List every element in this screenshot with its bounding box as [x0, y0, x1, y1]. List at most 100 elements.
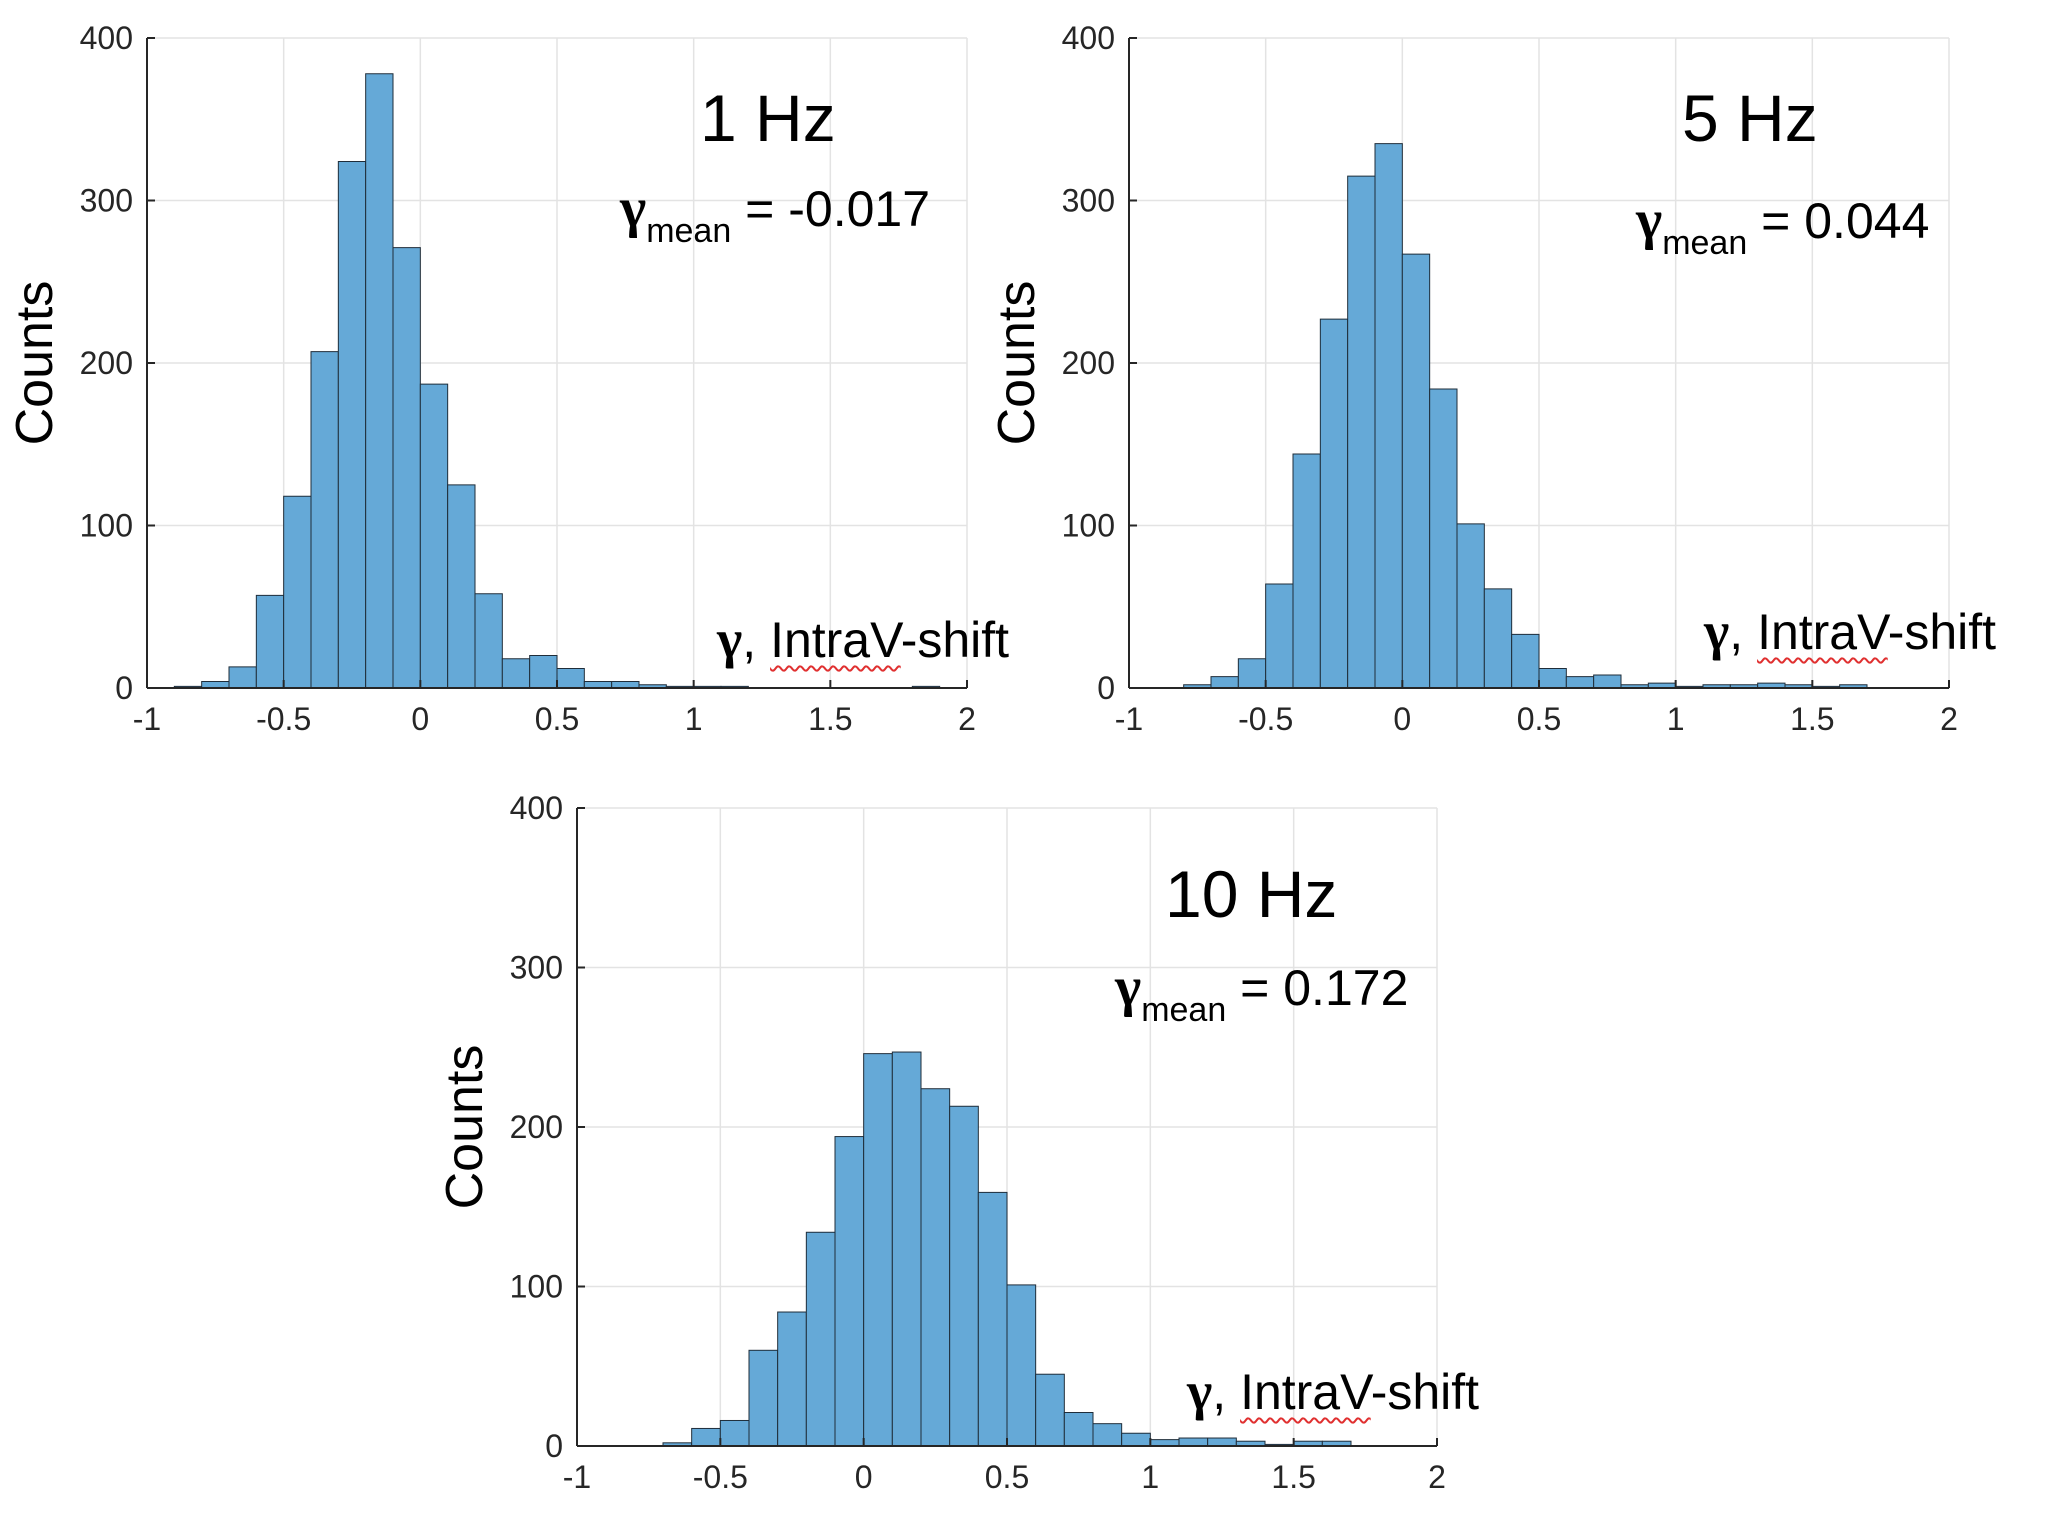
- mean-annotation: γmean = -0.017: [620, 176, 931, 250]
- histogram-bar: [1035, 1373, 1065, 1447]
- mean-annotation: γmean = 0.044: [1636, 188, 1930, 262]
- xname-prefix: ,: [1729, 604, 1758, 660]
- xname-suffix: -shift: [1370, 1364, 1480, 1420]
- histogram-bar: [419, 383, 449, 689]
- y-tick-label: 100: [1062, 508, 1115, 544]
- histogram-bar: [1538, 668, 1567, 689]
- histogram-bar: [529, 655, 558, 689]
- y-tick-label: 200: [1062, 345, 1115, 381]
- x-tick-label: -1: [563, 1459, 591, 1495]
- x-tick-label: 0.5: [1517, 701, 1561, 737]
- xname-suffix: -shift: [1887, 604, 1997, 660]
- xname-underlined: IntraV: [1757, 604, 1888, 660]
- histogram-bar: [556, 668, 585, 689]
- histogram-bar: [1237, 658, 1267, 689]
- xname-prefix: ,: [1212, 1364, 1241, 1420]
- histogram-bar: [1319, 318, 1349, 689]
- gamma-symbol: γ: [1115, 956, 1142, 1018]
- mean-annotation: γmean = 0.172: [1115, 955, 1409, 1029]
- histogram-bar: [1006, 1284, 1037, 1447]
- histogram-bar: [1210, 676, 1239, 689]
- histogram-bar: [920, 1088, 951, 1447]
- y-tick-label: 0: [545, 1428, 563, 1464]
- histogram-bar: [834, 1136, 865, 1447]
- histogram-bar: [1401, 253, 1431, 689]
- x-tick-label: 0: [855, 1459, 873, 1495]
- mean-value: = 0.044: [1747, 193, 1930, 249]
- histogram-bar: [719, 1419, 750, 1447]
- x-tick-label: -0.5: [693, 1459, 748, 1495]
- xname-underlined: IntraV: [1240, 1364, 1371, 1420]
- histogram-bar: [447, 484, 476, 689]
- x-tick-label: 0: [411, 701, 429, 737]
- y-tick-label: 400: [80, 20, 133, 56]
- histogram-bar: [1092, 1423, 1123, 1447]
- histogram-bar: [1511, 633, 1540, 689]
- x-tick-label: 1: [685, 701, 703, 737]
- histogram-bar: [1429, 388, 1458, 689]
- histogram-bar: [891, 1051, 922, 1447]
- x-axis-name: γ, IntraV-shift: [1187, 1360, 1479, 1422]
- y-tick-label: 0: [1097, 670, 1115, 706]
- y-tick-label: 200: [80, 345, 133, 381]
- histogram-bar: [337, 161, 367, 689]
- histogram-10hz: -1 -0.5 0 0.5 1 1.5 2 0 100 200 300 400 Counts: [436, 790, 1446, 1495]
- histogram-bar: [691, 1427, 721, 1447]
- y-axis-label: Counts: [6, 281, 64, 446]
- gamma-symbol: γ: [1704, 601, 1730, 661]
- histogram-bar: [1593, 674, 1622, 689]
- xname-prefix: ,: [742, 612, 771, 668]
- x-tick-label: 1.5: [808, 701, 852, 737]
- y-tick-label: 0: [115, 670, 133, 706]
- histogram-bar: [283, 495, 312, 689]
- histogram-bar: [255, 594, 285, 689]
- histogram-bar: [474, 593, 503, 689]
- mean-value: = -0.017: [731, 181, 931, 237]
- y-tick-label: 300: [1062, 183, 1115, 219]
- histogram-bar: [392, 247, 421, 689]
- y-tick-label: 400: [1062, 20, 1115, 56]
- mean-subscript: mean: [1141, 991, 1227, 1029]
- histogram-bar: [365, 73, 394, 689]
- chart-title: 1 Hz: [700, 81, 836, 155]
- y-axis-label: Counts: [988, 281, 1046, 446]
- histogram-bar: [1292, 453, 1321, 689]
- histogram-bar: [1207, 1437, 1237, 1447]
- mean-value: = 0.172: [1226, 960, 1409, 1016]
- y-tick-label: 400: [510, 790, 563, 826]
- xname-underlined: IntraV: [770, 612, 901, 668]
- gamma-symbol: γ: [1636, 189, 1663, 251]
- histogram-5hz: -1 -0.5 0 0.5 1 1.5 2 0 100 200 300 400 Counts: [988, 20, 1958, 737]
- histogram-bar: [863, 1053, 893, 1447]
- histogram-bar: [1063, 1412, 1094, 1447]
- chart-title: 10 Hz: [1165, 857, 1338, 931]
- histogram-bar: [949, 1105, 979, 1447]
- y-tick-label: 100: [80, 508, 133, 544]
- x-axis-name: γ, IntraV-shift: [717, 608, 1009, 670]
- x-tick-label: -0.5: [1238, 701, 1293, 737]
- x-tick-label: -1: [1115, 701, 1143, 737]
- histogram-bar: [1565, 676, 1595, 689]
- xname-suffix: -shift: [900, 612, 1010, 668]
- y-tick-label: 300: [80, 183, 133, 219]
- x-tick-label: 0.5: [535, 701, 579, 737]
- y-tick-label: 100: [510, 1269, 563, 1305]
- x-tick-label: -0.5: [256, 701, 311, 737]
- x-tick-label: 2: [1428, 1459, 1446, 1495]
- chart-panel-1hz: -1 -0.5 0 0.5 1 1.5 2 0 100 200 300 400 Counts 1 Hz …: [0, 0, 1040, 760]
- chart-title: 5 Hz: [1682, 81, 1818, 155]
- histogram-bar: [977, 1191, 1008, 1447]
- histogram-bar: [1456, 523, 1485, 689]
- chart-panel-5hz: -1 -0.5 0 0.5 1 1.5 2 0 100 200 300 400 Counts 5 Hz …: [984, 0, 2068, 760]
- histogram-bar: [228, 666, 257, 689]
- histogram-bar: [777, 1311, 807, 1447]
- histogram-bar: [1374, 143, 1403, 689]
- x-tick-label: 2: [958, 701, 976, 737]
- histogram-bar: [310, 351, 339, 689]
- x-tick-label: 1.5: [1271, 1459, 1315, 1495]
- histogram-bar: [1121, 1432, 1151, 1447]
- x-tick-label: 1.5: [1790, 701, 1834, 737]
- histogram-bar: [501, 658, 531, 689]
- histogram-bar: [805, 1231, 836, 1447]
- y-axis-label: Counts: [436, 1045, 494, 1210]
